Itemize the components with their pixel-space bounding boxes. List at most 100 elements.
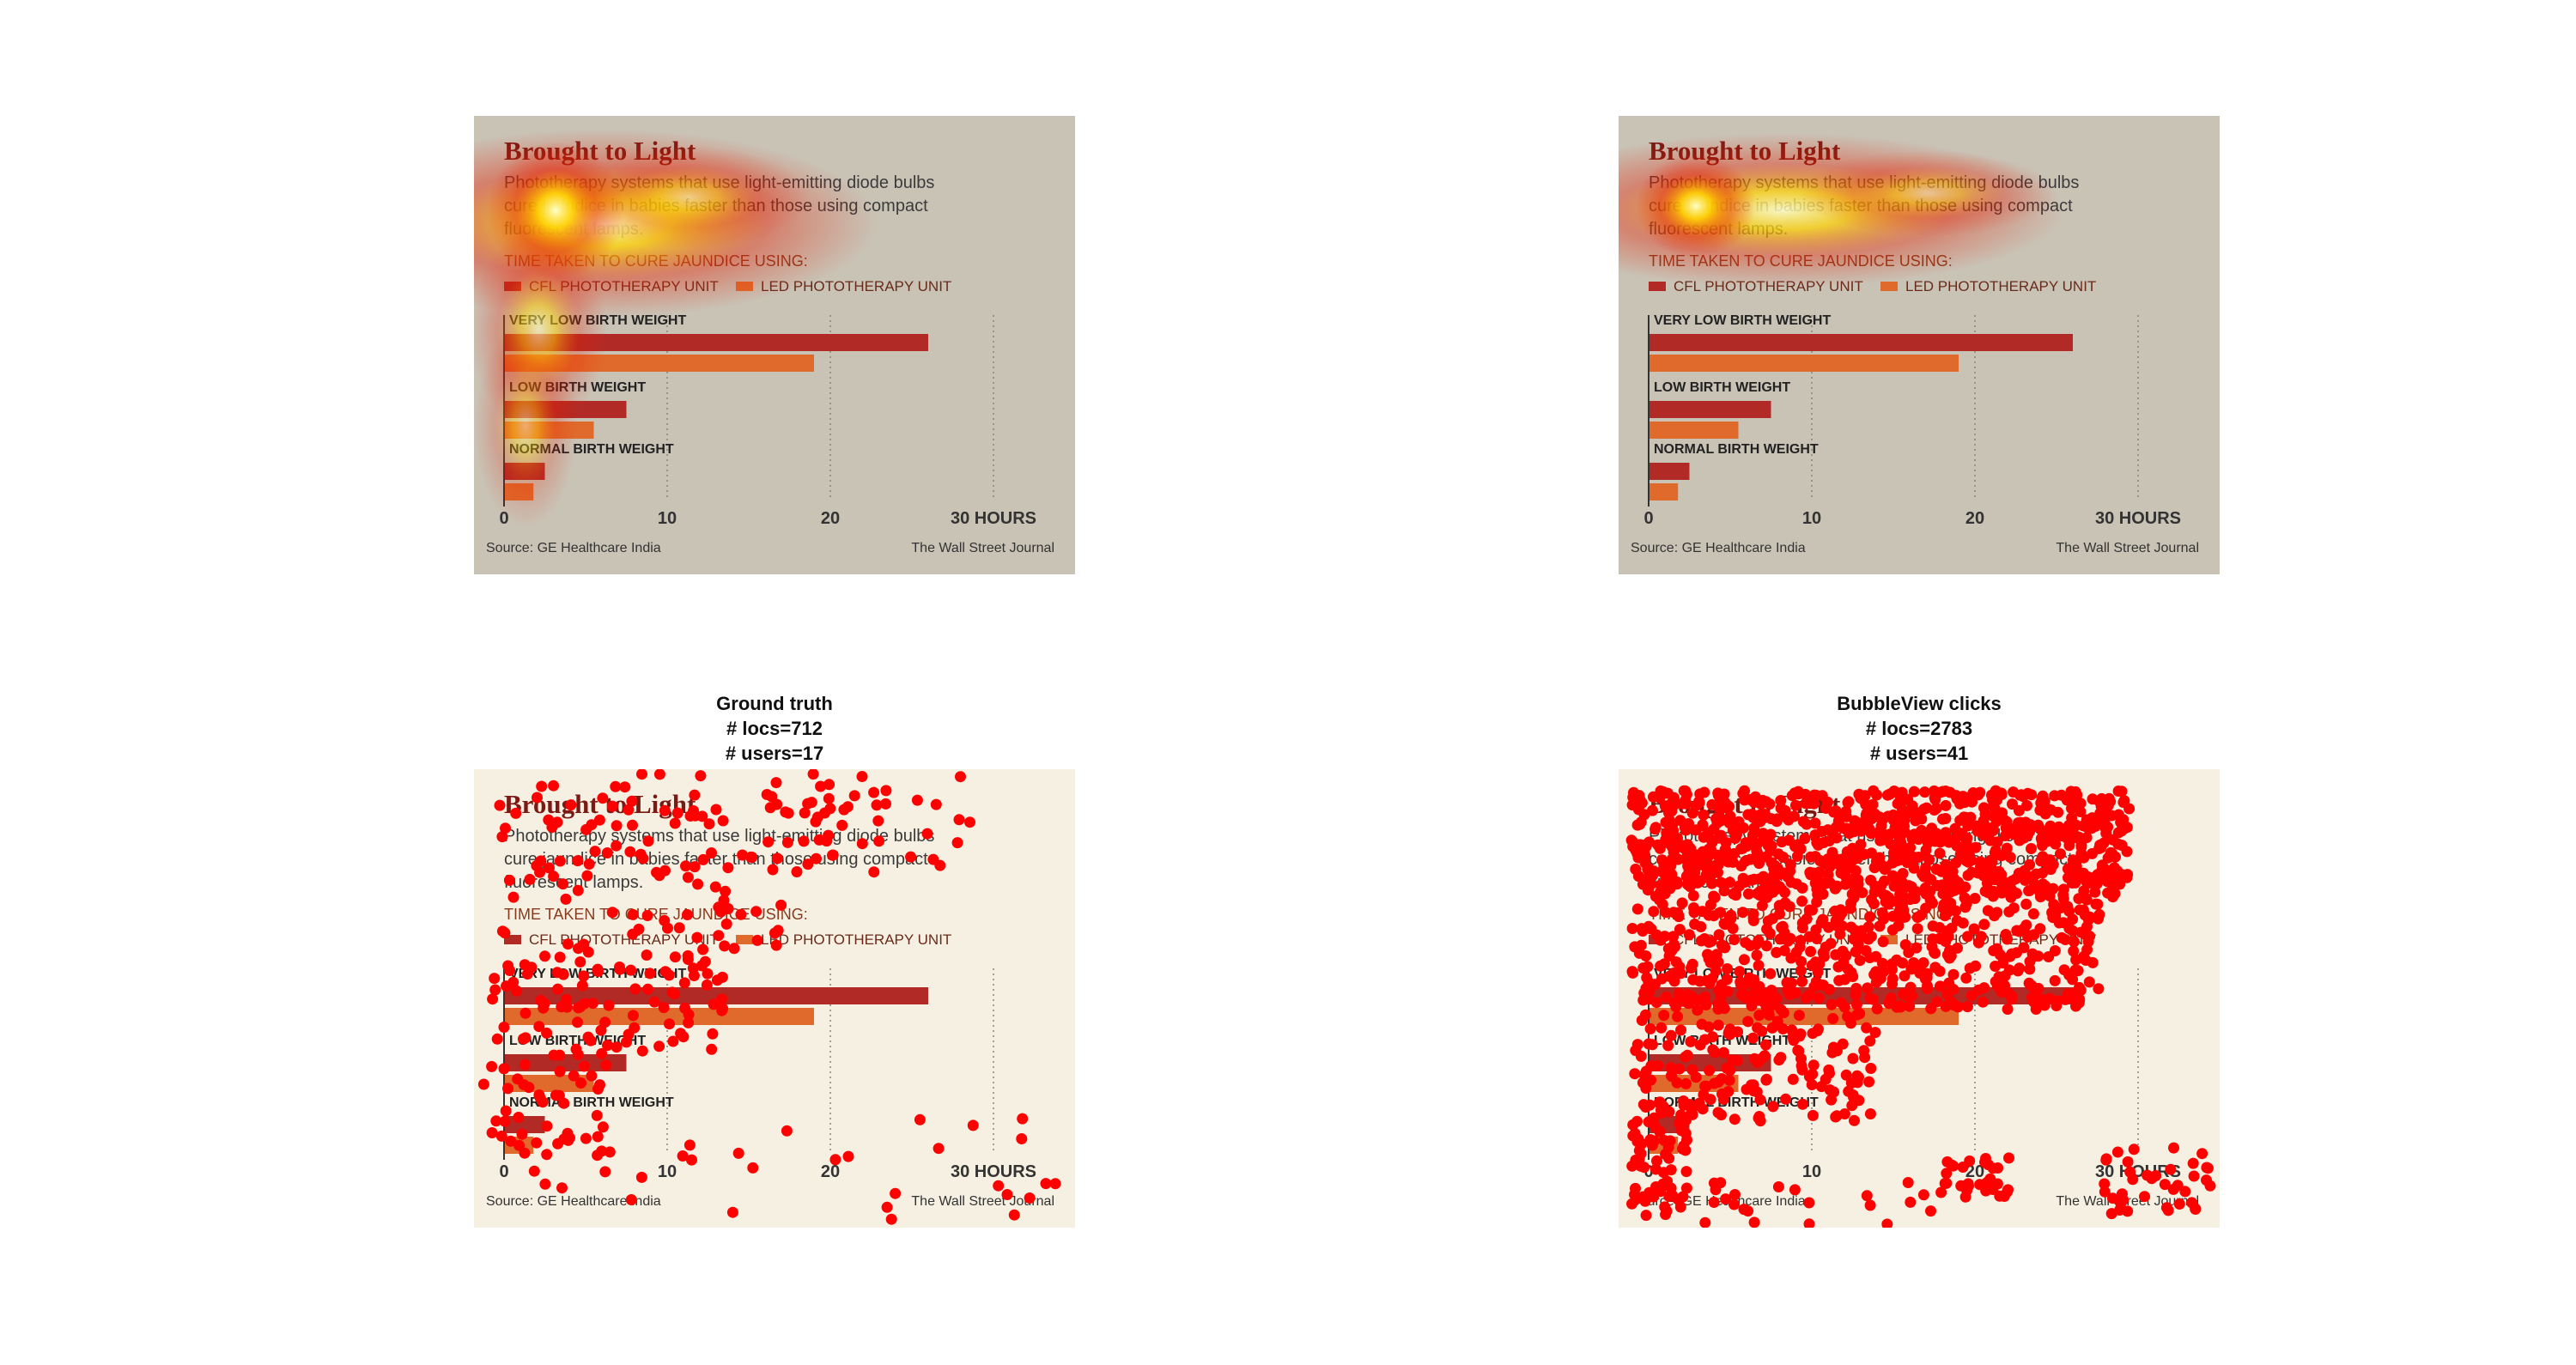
legend-label: LED PHOTOTHERAPY UNIT [1905, 278, 2096, 294]
tick-label: 20 [1965, 509, 1984, 528]
category-label: VERY LOW BIRTH WEIGHT [1654, 967, 1831, 981]
category-label: NORMAL BIRTH WEIGHT [1654, 1095, 1819, 1110]
legend-label: CFL PHOTOTHERAPY UNIT [1674, 931, 1863, 948]
legend-swatch [1649, 935, 1666, 944]
infographic-chart: Brought to Light Phototherapy systems tha… [1631, 789, 2199, 1209]
bar [1649, 483, 1679, 500]
credit-note: The Wall Street Journal [911, 541, 1054, 555]
chart-title: Brought to Light [1649, 789, 1841, 819]
infographic-chart: Brought to Light Phototherapy systems tha… [486, 136, 1054, 555]
legend-swatch [504, 282, 521, 291]
legend-label: LED PHOTOTHERAPY UNIT [1905, 931, 2096, 948]
chart-subtitle-line: cure jaundice in babies faster than thos… [1649, 197, 2073, 215]
category-label: VERY LOW BIRTH WEIGHT [1654, 313, 1831, 328]
tick-label: 20 [821, 1162, 840, 1181]
chart-title: Brought to Light [1649, 136, 1841, 166]
tick-label: 10 [658, 1162, 677, 1181]
users-count: # users=41 [1869, 743, 1969, 764]
chart-subtitle-line: Phototherapy systems that use light-emit… [504, 827, 934, 846]
tick-label: 0 [499, 1162, 508, 1181]
axis-title: TIME TAKEN TO CURE JAUNDICE USING: [504, 906, 808, 923]
tick-label: 30 HOURS [2095, 509, 2181, 528]
users-count: # users=17 [725, 743, 824, 764]
bar [504, 1116, 545, 1133]
legend-label: CFL PHOTOTHERAPY UNIT [529, 278, 719, 294]
infographic-chart: Brought to Light Phototherapy systems tha… [486, 789, 1054, 1209]
bar [1649, 401, 1771, 418]
bar [1649, 987, 2073, 1004]
tick-label: 0 [1643, 1162, 1653, 1181]
panel-title: Ground truth [716, 693, 833, 714]
bubbleview-caption: BubbleView clicks # locs=2783 # users=41 [1619, 691, 2220, 766]
tick-label: 30 HOURS [2095, 1162, 2181, 1181]
category-label: NORMAL BIRTH WEIGHT [509, 442, 674, 457]
category-label: VERY LOW BIRTH WEIGHT [509, 967, 686, 981]
bar [504, 1075, 594, 1092]
bar [1649, 355, 1959, 372]
bar [1649, 1075, 1739, 1092]
panel-title: BubbleView clicks [1837, 693, 2002, 714]
chart-title: Brought to Light [504, 789, 696, 819]
bar [504, 422, 594, 439]
infographic-chart: Brought to Light Phototherapy systems tha… [1631, 136, 2199, 555]
legend-swatch [1880, 282, 1898, 291]
source-note: Source: GE Healthcare India [1631, 1194, 1806, 1209]
axis-title: TIME TAKEN TO CURE JAUNDICE USING: [504, 252, 808, 270]
bar [504, 334, 928, 351]
category-label: NORMAL BIRTH WEIGHT [1654, 442, 1819, 457]
heatmap-panel-ground-truth: Brought to Light Phototherapy systems tha… [474, 116, 1075, 574]
legend-swatch [736, 935, 753, 944]
bar [1649, 463, 1690, 480]
bar [1649, 334, 2073, 351]
category-label: LOW BIRTH WEIGHT [1654, 380, 1790, 395]
chart-subtitle-line: Phototherapy systems that use light-emit… [504, 173, 934, 192]
tick-label: 0 [1643, 509, 1653, 528]
bar [504, 401, 627, 418]
chart-title: Brought to Light [504, 136, 696, 166]
locs-count: # locs=2783 [1865, 718, 1973, 739]
credit-note: The Wall Street Journal [2056, 541, 2199, 555]
tick-label: 30 HOURS [951, 1162, 1036, 1181]
chart-subtitle-line: fluorescent lamps. [504, 873, 643, 892]
tick-label: 10 [1802, 1162, 1821, 1181]
category-label: LOW BIRTH WEIGHT [509, 1034, 646, 1048]
bar [504, 463, 545, 480]
ground-truth-caption: Ground truth # locs=712 # users=17 [474, 691, 1075, 766]
bar [504, 483, 534, 500]
category-label: NORMAL BIRTH WEIGHT [509, 1095, 674, 1110]
credit-note: The Wall Street Journal [911, 1194, 1054, 1209]
bar [504, 987, 928, 1004]
legend-swatch [1649, 282, 1666, 291]
tick-label: 0 [499, 509, 508, 528]
legend-swatch [736, 282, 753, 291]
chart-subtitle-line: Phototherapy systems that use light-emit… [1649, 827, 2079, 846]
legend-label: LED PHOTOTHERAPY UNIT [761, 278, 951, 294]
tick-label: 30 HOURS [951, 509, 1036, 528]
bar [504, 1008, 814, 1025]
category-label: LOW BIRTH WEIGHT [1654, 1034, 1790, 1048]
bar [504, 1054, 627, 1071]
bar [1649, 1008, 1959, 1025]
source-note: Source: GE Healthcare India [486, 541, 661, 555]
chart-subtitle-line: cure jaundice in babies faster than thos… [504, 197, 928, 215]
source-note: Source: GE Healthcare India [1631, 541, 1806, 555]
axis-title: TIME TAKEN TO CURE JAUNDICE USING: [1649, 906, 1953, 923]
tick-label: 10 [1802, 509, 1821, 528]
bar [504, 355, 814, 372]
bar [1649, 422, 1739, 439]
legend-label: CFL PHOTOTHERAPY UNIT [1674, 278, 1863, 294]
locs-count: # locs=712 [726, 718, 823, 739]
bar [1649, 1137, 1679, 1154]
chart-subtitle-line: cure jaundice in babies faster than thos… [1649, 850, 2073, 869]
category-label: VERY LOW BIRTH WEIGHT [509, 313, 686, 328]
chart-subtitle-line: fluorescent lamps. [1649, 873, 1788, 892]
legend-label: CFL PHOTOTHERAPY UNIT [529, 931, 719, 948]
legend-label: LED PHOTOTHERAPY UNIT [761, 931, 951, 948]
bar [1649, 1116, 1690, 1133]
category-label: LOW BIRTH WEIGHT [509, 380, 646, 395]
tick-label: 20 [821, 509, 840, 528]
heatmap-panel-bubbleview: Brought to Light Phototherapy systems tha… [1619, 116, 2220, 574]
legend-swatch [1880, 935, 1898, 944]
clicks-panel-ground-truth: Brought to Light Phototherapy systems tha… [474, 769, 1075, 1228]
chart-subtitle-line: cure jaundice in babies faster than thos… [504, 850, 928, 869]
